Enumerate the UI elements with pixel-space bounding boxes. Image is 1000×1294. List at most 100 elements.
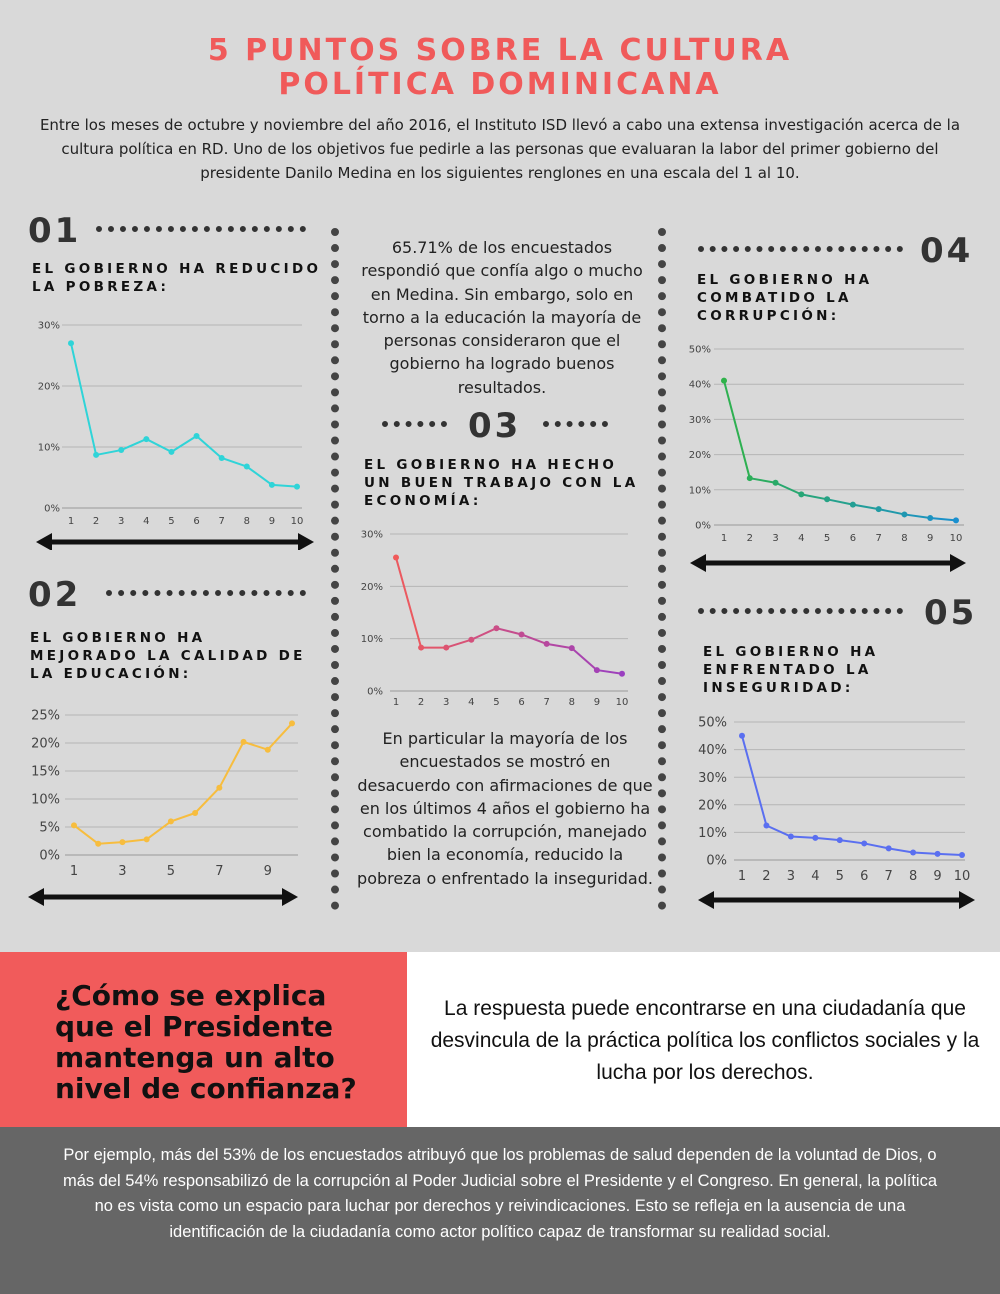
x-tick-label: 7 <box>218 516 224 527</box>
data-point <box>568 645 575 652</box>
y-tick-label: 25% <box>31 709 60 724</box>
series-line-segment <box>395 557 423 648</box>
x-tick-label: 1 <box>738 869 746 884</box>
y-tick-label: 10% <box>38 443 60 454</box>
series-line-segment <box>826 498 854 506</box>
x-tick-label: 1 <box>68 516 74 527</box>
series-line-segment <box>496 627 522 636</box>
series-line-segment <box>145 438 172 453</box>
x-tick-label: 1 <box>393 697 399 708</box>
data-point <box>875 506 882 513</box>
middle-bottom-paragraph: En particular la mayoría de los encuesta… <box>357 729 653 888</box>
x-tick-label: 9 <box>933 869 941 884</box>
series-line-segment <box>470 627 497 641</box>
scale-arrow-left-head <box>690 554 706 572</box>
y-tick-label: 10% <box>31 793 60 808</box>
y-tick-label: 10% <box>361 634 383 645</box>
y-tick-label: 0% <box>39 849 60 864</box>
y-tick-label: 20% <box>38 382 60 393</box>
data-point <box>836 837 843 844</box>
x-tick-label: 4 <box>143 516 149 527</box>
series-line-segment <box>775 481 802 496</box>
data-point <box>443 644 450 651</box>
y-tick-label: 10% <box>689 485 711 496</box>
title-line-2: POLÍTICA DOMINICANA <box>278 67 722 102</box>
series-line-segment <box>839 839 865 845</box>
series-line-segment <box>904 513 931 519</box>
data-point <box>493 625 500 632</box>
page-title: 5 PUNTOS SOBRE LA CULTURA POLÍTICA DOMIN… <box>0 34 1000 102</box>
x-tick-label: 7 <box>543 697 549 708</box>
point-05-number: 05 <box>924 593 978 633</box>
y-tick-label: 20% <box>361 582 383 593</box>
data-point <box>216 784 223 791</box>
x-tick-label: 10 <box>616 697 629 708</box>
x-tick-label: 2 <box>93 516 99 527</box>
y-tick-label: 0% <box>695 521 711 532</box>
data-point <box>812 834 819 841</box>
point-05-heading: EL GOBIERNO HA ENFRENTADO LA INSEGURIDAD… <box>703 644 879 696</box>
data-point <box>953 517 959 524</box>
data-point <box>721 377 727 384</box>
x-tick-label: 5 <box>168 516 174 527</box>
scale-arrow-left-head <box>698 891 714 909</box>
series-line-segment <box>95 449 122 456</box>
data-point <box>243 463 250 470</box>
x-tick-label: 4 <box>798 533 804 544</box>
x-tick-label: 5 <box>493 697 499 708</box>
series-line-segment <box>596 669 623 675</box>
point-02-heading: EL GOBIERNO HA MEJORADO LA CALIDAD DE LA… <box>30 630 306 682</box>
x-tick-label: 7 <box>885 869 893 884</box>
chart-corrupcion: 0% 10% 20% 30% 40% 50% 1 2 3 4 5 6 7 8 9 10 <box>689 345 966 572</box>
point-02-dotted-rule <box>106 590 306 596</box>
data-point <box>739 732 745 739</box>
data-point <box>68 340 74 347</box>
data-point <box>959 852 965 859</box>
x-tick-label: 3 <box>118 864 126 879</box>
series-line-segment <box>571 647 598 671</box>
question-panel <box>0 952 407 1127</box>
series-line-segment <box>122 838 147 844</box>
point-03-heading: EL GOBIERNO HA HECHO UN BUEN TRABAJO CON… <box>364 457 639 509</box>
data-point <box>192 810 199 816</box>
x-tick-label: 6 <box>850 533 856 544</box>
data-point <box>143 836 150 843</box>
chart-pobreza: 0% 10% 20% 30% 1 2 3 4 5 6 7 8 9 10 <box>36 321 314 550</box>
data-point <box>218 454 225 461</box>
data-point <box>885 845 892 852</box>
y-tick-label: 50% <box>698 716 727 731</box>
series-line-segment <box>741 735 768 826</box>
point-03-dotted-rule-right <box>543 421 608 427</box>
x-tick-label: 8 <box>909 869 917 884</box>
x-tick-label: 8 <box>244 516 250 527</box>
data-point <box>746 475 753 482</box>
x-tick-label: 3 <box>772 533 778 544</box>
x-tick-label: 10 <box>954 869 971 884</box>
scale-arrow-right-head <box>959 891 975 909</box>
scale-arrow-right-head <box>298 533 314 550</box>
data-point <box>849 501 856 508</box>
x-tick-label: 5 <box>836 869 844 884</box>
y-tick-label: 10% <box>698 826 727 841</box>
series-line-segment <box>73 824 99 845</box>
y-tick-label: 0% <box>706 854 727 869</box>
series-line-segment <box>218 741 245 789</box>
data-point <box>927 514 934 521</box>
x-tick-label: 9 <box>264 864 272 879</box>
series-line-segment <box>546 642 572 650</box>
series-line-segment <box>120 438 147 451</box>
x-tick-label: 4 <box>468 697 474 708</box>
series-line-segment <box>815 836 840 842</box>
x-tick-label: 3 <box>118 516 124 527</box>
title-line-1: 5 PUNTOS SOBRE LA CULTURA <box>207 33 793 68</box>
x-tick-label: 4 <box>811 869 819 884</box>
y-tick-label: 30% <box>698 771 727 786</box>
point-01-number: 01 <box>28 211 82 251</box>
scale-arrow-left-head <box>36 533 52 550</box>
data-point <box>824 496 831 503</box>
data-point <box>71 822 77 829</box>
y-tick-label: 15% <box>31 765 60 780</box>
point-03-number: 03 <box>468 406 522 446</box>
scale-arrow-right-head <box>950 554 966 572</box>
series-line-segment <box>243 740 269 751</box>
